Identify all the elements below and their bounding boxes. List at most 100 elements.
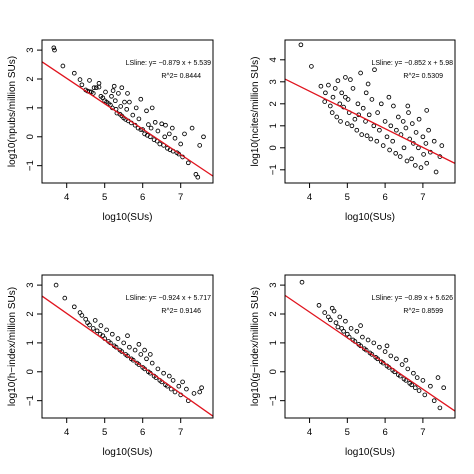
data-point [149,360,155,366]
x-tick-label: 7 [420,192,425,203]
data-point [405,366,411,372]
data-point [368,136,374,142]
data-point [115,336,121,341]
data-point [378,101,384,107]
data-point [349,123,355,129]
data-point [329,110,335,115]
data-point [439,143,445,148]
data-point [422,392,428,398]
data-point [358,70,363,76]
data-point [130,357,136,363]
data-point [348,77,353,82]
data-point [394,356,399,362]
data-point [397,154,403,159]
data-point [350,86,356,91]
data-point [144,356,149,362]
data-point [127,99,132,105]
x-axis-label: log10(SUs) [345,212,395,223]
data-point [387,147,392,153]
regression-line [285,78,455,164]
data-point [404,158,410,164]
data-point [380,143,386,148]
data-point [298,42,304,48]
data-point [405,103,411,109]
data-point [395,114,401,120]
data-point [144,108,149,114]
data-point [91,85,97,91]
data-point [83,316,89,322]
data-point [110,88,116,93]
data-point [53,282,59,288]
data-point [420,378,426,383]
data-point [403,357,409,363]
data-point [391,103,396,109]
data-point [147,352,153,357]
x-tick-label: 7 [420,427,425,438]
regression-line [42,295,213,417]
data-point [327,103,333,109]
data-point [335,324,341,330]
x-axis-label: log10(SUs) [102,212,152,223]
data-point [393,150,399,156]
data-point [437,405,443,411]
data-point [125,353,130,359]
data-point [148,125,154,131]
r-squared-label: R^2= 0.9146 [161,308,201,315]
data-point [51,45,57,51]
data-point [339,90,345,96]
data-point [371,340,377,346]
data-point [399,362,405,367]
data-point [371,123,377,129]
regression-line [285,294,455,412]
data-point [416,116,422,122]
data-point [71,304,77,310]
y-tick-label: 2 [25,311,36,316]
plot-frame [284,274,456,419]
y-axis-label: log10(g−index/million SUs) [250,287,261,406]
data-point [364,133,370,139]
data-point [152,119,158,125]
data-point [345,97,351,102]
data-point [197,143,203,148]
data-point [343,318,348,324]
data-point [403,378,409,383]
data-point [337,314,343,320]
data-point [412,163,418,168]
data-point [382,349,388,354]
x-tick-label: 5 [345,192,350,203]
regression-equation: LSline: y= −0.924 x + 5.717 [126,295,212,302]
data-point [418,165,424,170]
data-point [384,134,390,140]
x-tick-label: 6 [140,192,145,203]
data-point [309,64,314,69]
data-point [413,130,419,135]
data-point [409,121,415,126]
y-tick-label: 1 [268,340,279,345]
data-point [136,341,142,347]
y-tick-label: 0 [25,134,36,139]
data-point [390,138,396,144]
y-tick-label: −1 [268,395,279,406]
y-tick-label: 1 [25,340,36,345]
y-tick-label: 0 [268,369,279,374]
data-point [189,125,195,131]
x-axis-label: log10(SUs) [102,447,152,458]
data-point [90,326,96,331]
data-point [77,310,83,315]
data-point [386,94,392,100]
data-point [98,323,104,328]
data-point [166,373,172,379]
data-point [142,347,147,353]
data-point [377,344,382,350]
data-point [428,383,433,389]
data-point [166,131,172,137]
data-point [412,385,418,391]
data-point [62,295,68,301]
data-point [338,119,343,124]
data-point [184,386,189,392]
data-point [354,127,360,133]
data-point [366,112,372,118]
y-axis-label: log10(h−index/million SUs) [7,287,18,406]
regression-equation: LSline: y= −0.879 x + 5.539 [126,60,212,67]
data-point [176,383,182,389]
